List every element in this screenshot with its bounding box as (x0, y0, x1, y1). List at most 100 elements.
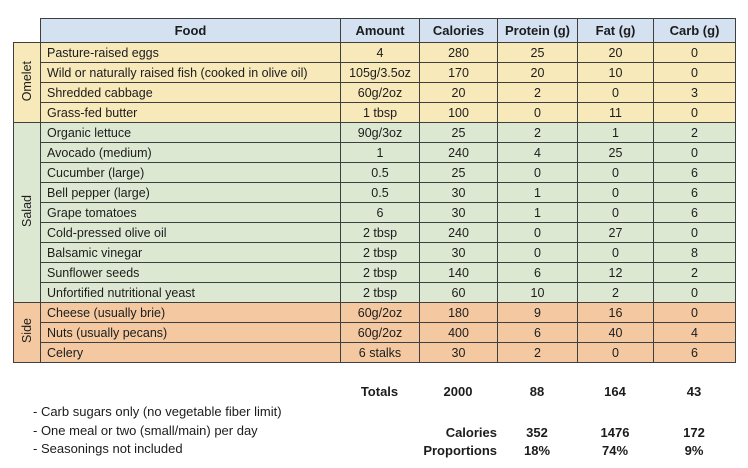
table-row: Nuts (usually pecans) 60g/2oz 400 6 40 4 (14, 322, 736, 343)
carb-cell: 2 (653, 122, 736, 143)
protein-cell: 0 (497, 242, 578, 263)
calories-cell: 25 (419, 122, 498, 143)
amount-cell: 60g/2oz (340, 82, 420, 103)
amount-cell: 105g/3.5oz (340, 62, 420, 83)
carb-cell: 8 (653, 242, 736, 263)
table-row: Bell pepper (large) 0.5 30 1 0 6 (14, 182, 736, 203)
totals-carb-value: 43 (686, 384, 702, 399)
carb-cell: 0 (653, 42, 736, 63)
totals-protein-value: 88 (529, 384, 545, 399)
protein-cell: 20 (497, 62, 578, 83)
fat-cell: 0 (577, 342, 654, 363)
food-cell: Bell pepper (large) (40, 182, 341, 203)
fat-cell: 27 (577, 222, 654, 243)
food-cell: Cheese (usually brie) (40, 302, 341, 323)
amount-cell: 0.5 (340, 182, 420, 203)
table-row: Avocado (medium) 1 240 4 25 0 (14, 142, 736, 163)
calories-cell: 180 (419, 302, 498, 323)
carb-cell: 0 (653, 282, 736, 303)
amount-cell: 6 stalks (340, 342, 420, 363)
carb-cell: 0 (653, 142, 736, 163)
fat-cell: 25 (577, 142, 654, 163)
table-row: Side Cheese (usually brie) 60g/2oz 180 9 16 0 (13, 302, 736, 363)
column-header-protein: Protein (g) (497, 18, 578, 43)
fat-cell: 1 (577, 122, 654, 143)
protein-cell: 0 (497, 162, 578, 183)
protein-cell: 2 (497, 82, 578, 103)
summary-proportions-protein: 18% (523, 443, 551, 458)
fat-cell: 12 (577, 262, 654, 283)
food-cell: Grape tomatoes (40, 202, 341, 223)
protein-cell: 1 (497, 182, 578, 203)
column-header-food: Food (40, 18, 341, 43)
corner-spacer (13, 18, 41, 43)
calories-cell: 140 (419, 262, 498, 283)
section-label-salad: Salad (13, 122, 41, 303)
food-table: Food Amount Calories Protein (g) Fat (g)… (13, 18, 736, 363)
section-label-text: Omelet (19, 60, 34, 102)
protein-cell: 0 (497, 102, 578, 123)
food-cell: Celery (40, 342, 341, 363)
calories-cell: 100 (419, 102, 498, 123)
amount-cell: 1 tbsp (340, 102, 420, 123)
calories-cell: 30 (419, 202, 498, 223)
calories-cell: 30 (419, 242, 498, 263)
protein-cell: 2 (497, 342, 578, 363)
carb-cell: 2 (653, 262, 736, 283)
food-cell: Wild or naturally raised fish (cooked in… (40, 62, 341, 83)
carb-cell: 6 (653, 202, 736, 223)
amount-cell: 2 tbsp (340, 242, 420, 263)
section-label-text: Side (19, 318, 34, 344)
protein-cell: 1 (497, 202, 578, 223)
note-item: - One meal or two (small/main) per day (33, 422, 258, 438)
fat-cell: 11 (577, 102, 654, 123)
food-cell: Cold-pressed olive oil (40, 222, 341, 243)
amount-cell: 60g/2oz (340, 322, 420, 343)
fat-cell: 20 (577, 42, 654, 63)
fat-cell: 40 (577, 322, 654, 343)
header-row: Food Amount Calories Protein (g) Fat (g)… (13, 18, 736, 43)
table-row: Grape tomatoes 6 30 1 0 6 (14, 202, 736, 223)
protein-cell: 4 (497, 142, 578, 163)
carb-cell: 0 (653, 222, 736, 243)
carb-cell: 6 (653, 342, 736, 363)
fat-cell: 2 (577, 282, 654, 303)
fat-cell: 0 (577, 242, 654, 263)
totals-fat-value: 164 (604, 384, 626, 399)
amount-cell: 90g/3oz (340, 122, 420, 143)
amount-cell: 60g/2oz (340, 302, 420, 323)
section-label-side: Side (13, 302, 41, 363)
column-header-carb: Carb (g) (653, 18, 736, 43)
food-cell: Organic lettuce (40, 122, 341, 143)
summary-calories-protein: 352 (526, 425, 548, 440)
protein-cell: 10 (497, 282, 578, 303)
amount-cell: 0.5 (340, 162, 420, 183)
calories-cell: 60 (419, 282, 498, 303)
table-row: Shredded cabbage 60g/2oz 20 2 0 3 (14, 82, 736, 103)
calories-cell: 170 (419, 62, 498, 83)
table-row: Celery 6 stalks 30 2 0 6 (14, 342, 736, 363)
protein-cell: 2 (497, 122, 578, 143)
totals-label: Totals (360, 384, 399, 399)
summary-calories-label: Calories (445, 425, 497, 440)
calories-cell: 30 (419, 182, 498, 203)
food-cell: Pasture-raised eggs (40, 42, 341, 63)
table-row: Cold-pressed olive oil 2 tbsp 240 0 27 0 (14, 222, 736, 243)
summary-calories-fat: 1476 (600, 425, 630, 440)
amount-cell: 2 tbsp (340, 222, 420, 243)
carb-cell: 3 (653, 82, 736, 103)
fat-cell: 0 (577, 182, 654, 203)
protein-cell: 6 (497, 322, 578, 343)
table-row: Wild or naturally raised fish (cooked in… (14, 62, 736, 83)
note-item: - Seasonings not included (33, 441, 183, 457)
amount-cell: 2 tbsp (340, 282, 420, 303)
food-cell: Grass-fed butter (40, 102, 341, 123)
section-label-text: Salad (19, 195, 34, 227)
note-item: - Carb sugars only (no vegetable fiber l… (33, 404, 282, 419)
carb-cell: 4 (653, 322, 736, 343)
table-row: Unfortified nutritional yeast 2 tbsp 60 10 2… (14, 282, 736, 303)
calories-cell: 240 (419, 222, 498, 243)
food-cell: Avocado (medium) (40, 142, 341, 163)
carb-cell: 0 (653, 62, 736, 83)
food-cell: Sunflower seeds (40, 262, 341, 283)
